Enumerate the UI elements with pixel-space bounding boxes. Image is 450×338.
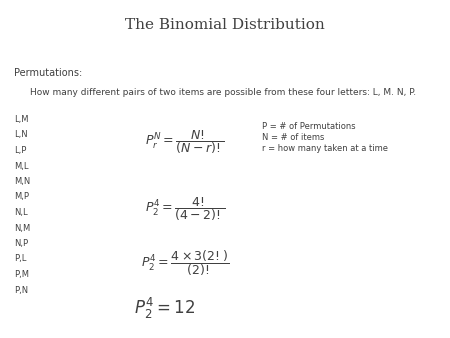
Text: P = # of Permutations: P = # of Permutations: [262, 122, 356, 131]
Text: $P_2^4 = 12$: $P_2^4 = 12$: [135, 296, 196, 321]
Text: N,L: N,L: [14, 208, 27, 217]
Text: P,M: P,M: [14, 270, 29, 279]
Text: N,P: N,P: [14, 239, 28, 248]
Text: $P_r^N = \dfrac{N!}{(N-r)!}$: $P_r^N = \dfrac{N!}{(N-r)!}$: [145, 128, 225, 156]
Text: L,P: L,P: [14, 146, 27, 155]
Text: N = # of items: N = # of items: [262, 133, 324, 142]
Text: M,N: M,N: [14, 177, 30, 186]
Text: L,N: L,N: [14, 130, 27, 140]
Text: $P_2^4 = \dfrac{4 \times 3(2!)}{(2)!}$: $P_2^4 = \dfrac{4 \times 3(2!)}{(2)!}$: [141, 248, 229, 278]
Text: Permutations:: Permutations:: [14, 68, 82, 78]
Text: P,N: P,N: [14, 286, 28, 294]
Text: M,L: M,L: [14, 162, 28, 170]
Text: The Binomial Distribution: The Binomial Distribution: [125, 18, 325, 32]
Text: r = how many taken at a time: r = how many taken at a time: [262, 144, 388, 153]
Text: How many different pairs of two items are possible from these four letters: L, M: How many different pairs of two items ar…: [30, 88, 416, 97]
Text: N,M: N,M: [14, 223, 30, 233]
Text: M,P: M,P: [14, 193, 29, 201]
Text: L,M: L,M: [14, 115, 28, 124]
Text: $P_2^4 = \dfrac{4!}{(4-2)!}$: $P_2^4 = \dfrac{4!}{(4-2)!}$: [145, 195, 225, 223]
Text: P,L: P,L: [14, 255, 27, 264]
